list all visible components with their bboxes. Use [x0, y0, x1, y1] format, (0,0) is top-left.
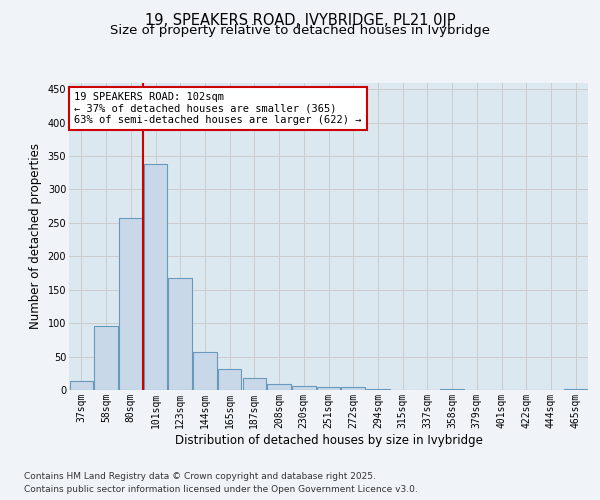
- Y-axis label: Number of detached properties: Number of detached properties: [29, 143, 42, 329]
- Bar: [268, 384, 291, 390]
- Text: Size of property relative to detached houses in Ivybridge: Size of property relative to detached ho…: [110, 24, 490, 37]
- Bar: [119, 218, 143, 390]
- Bar: [242, 378, 266, 390]
- Bar: [218, 370, 241, 390]
- Bar: [169, 278, 192, 390]
- Bar: [292, 386, 316, 390]
- Bar: [317, 388, 340, 390]
- Text: Contains public sector information licensed under the Open Government Licence v3: Contains public sector information licen…: [24, 485, 418, 494]
- X-axis label: Distribution of detached houses by size in Ivybridge: Distribution of detached houses by size …: [175, 434, 482, 446]
- Text: Contains HM Land Registry data © Crown copyright and database right 2025.: Contains HM Land Registry data © Crown c…: [24, 472, 376, 481]
- Bar: [341, 388, 365, 390]
- Bar: [193, 352, 217, 390]
- Text: 19, SPEAKERS ROAD, IVYBRIDGE, PL21 0JP: 19, SPEAKERS ROAD, IVYBRIDGE, PL21 0JP: [145, 12, 455, 28]
- Bar: [94, 326, 118, 390]
- Text: 19 SPEAKERS ROAD: 102sqm
← 37% of detached houses are smaller (365)
63% of semi-: 19 SPEAKERS ROAD: 102sqm ← 37% of detach…: [74, 92, 362, 125]
- Bar: [70, 382, 93, 390]
- Bar: [144, 164, 167, 390]
